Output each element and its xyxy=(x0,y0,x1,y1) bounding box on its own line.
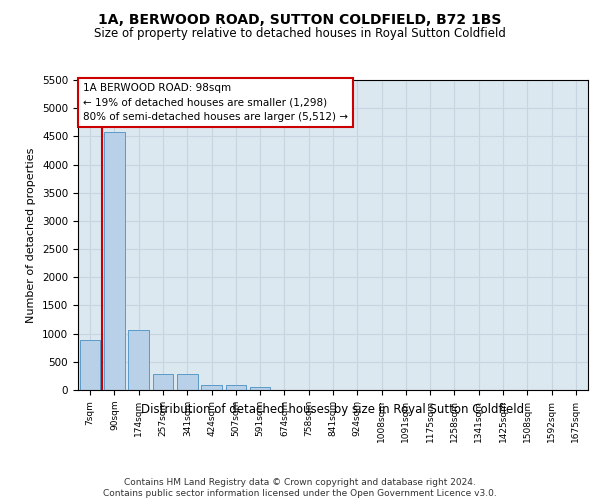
Bar xyxy=(250,387,271,390)
Bar xyxy=(177,374,197,390)
Bar xyxy=(128,330,149,390)
Bar xyxy=(152,374,173,390)
Bar xyxy=(80,340,100,390)
Bar xyxy=(201,386,222,390)
Bar xyxy=(104,132,125,390)
Text: 1A BERWOOD ROAD: 98sqm
← 19% of detached houses are smaller (1,298)
80% of semi-: 1A BERWOOD ROAD: 98sqm ← 19% of detached… xyxy=(83,83,348,122)
Y-axis label: Number of detached properties: Number of detached properties xyxy=(26,148,37,322)
Bar xyxy=(226,386,246,390)
Text: Contains HM Land Registry data © Crown copyright and database right 2024.
Contai: Contains HM Land Registry data © Crown c… xyxy=(103,478,497,498)
Text: Size of property relative to detached houses in Royal Sutton Coldfield: Size of property relative to detached ho… xyxy=(94,28,506,40)
Text: 1A, BERWOOD ROAD, SUTTON COLDFIELD, B72 1BS: 1A, BERWOOD ROAD, SUTTON COLDFIELD, B72 … xyxy=(98,12,502,26)
Text: Distribution of detached houses by size in Royal Sutton Coldfield: Distribution of detached houses by size … xyxy=(142,402,524,415)
